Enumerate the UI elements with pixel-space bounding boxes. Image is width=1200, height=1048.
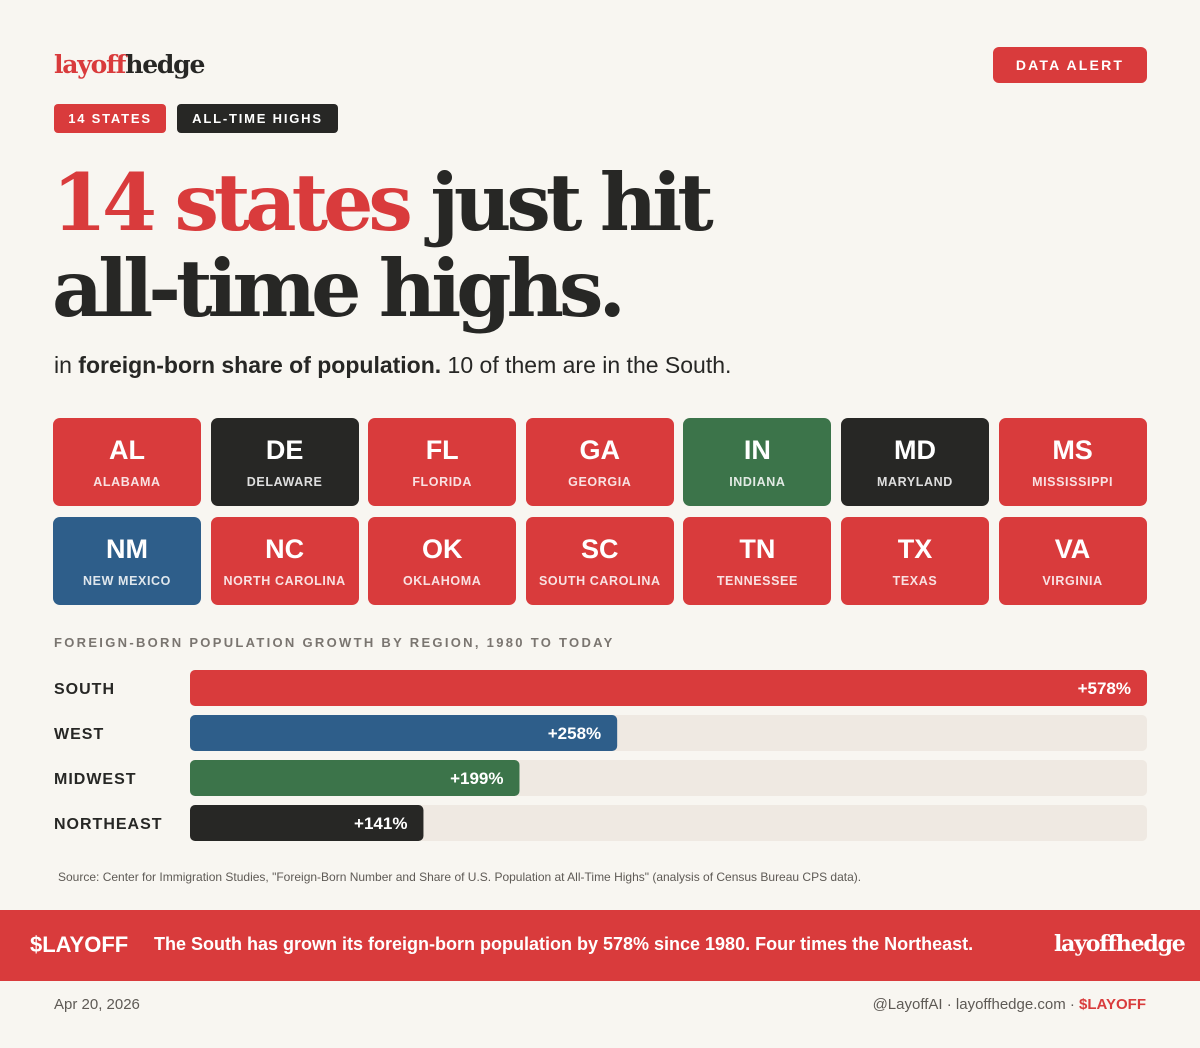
footer-handle: @LayoffAI · layoffhedge.com · (872, 996, 1080, 1013)
banner-logo: layoffhedge (1054, 931, 1186, 957)
state-abbr: NM (106, 534, 148, 564)
state-abbr: MD (893, 435, 936, 465)
state-name: ALABAMA (93, 475, 161, 489)
region-growth-bar-chart: SOUTH +578% WEST +258% MIDWEST +199% NORTHEAST… (54, 670, 1147, 841)
footer-links: @LayoffAI · layoffhedge.com · $LAYOFF (873, 996, 1146, 1013)
state-abbr: DE (265, 435, 304, 465)
bar-value-label-northeast: +141% (354, 814, 407, 833)
state-tile-tn: TN TENNESSEE (683, 517, 832, 605)
state-tile-in: IN INDIANA (683, 418, 832, 506)
tag-states-count: 14 STATES (54, 104, 166, 133)
state-tile-nm: NM NEW MEXICO (53, 517, 201, 605)
bar-west (190, 715, 618, 751)
state-tile-fl: FL FLORIDA (368, 418, 517, 506)
bar-northeast (190, 805, 424, 841)
state-abbr: MS (1052, 435, 1093, 465)
state-name: TENNESSEE (716, 574, 798, 588)
state-tile-ms: MS MISSISSIPPI (998, 418, 1147, 506)
state-abbr: GA (579, 435, 621, 465)
bar-value-label-west: +258% (548, 724, 601, 743)
state-tile-ok: OK OKLAHOMA (368, 517, 517, 605)
state-name: NEW MEXICO (83, 574, 171, 588)
state-abbr: VA (1054, 534, 1091, 564)
state-abbr: IN (743, 435, 771, 465)
summary-banner: $LAYOFF The South has grown its foreign-… (0, 910, 1200, 981)
banner-message: The South has grown its foreign-born pop… (154, 934, 974, 954)
state-tile-tx: TX TEXAS (840, 517, 989, 605)
brand-logo: layoffhedge (54, 50, 205, 79)
state-name: GEORGIA (568, 475, 632, 489)
state-abbr: OK (421, 534, 463, 564)
state-name: DELAWARE (246, 475, 323, 489)
state-abbr: NC (265, 534, 305, 564)
state-tile-al: AL ALABAMA (53, 418, 201, 506)
state-abbr: TN (739, 534, 776, 564)
state-name: MARYLAND (877, 475, 953, 489)
bar-value-label-midwest: +199% (450, 769, 503, 788)
state-name: SOUTH CAROLINA (538, 574, 661, 588)
subheadline: in foreign-born share of population. 10 … (54, 352, 732, 378)
state-tile-nc: NC NORTH CAROLINA (210, 517, 359, 605)
state-name: VIRGINIA (1042, 574, 1103, 588)
bar-midwest (190, 760, 520, 796)
category-label-west: WEST (54, 726, 104, 743)
state-tile-de: DE DELAWARE (210, 418, 359, 506)
bar-track-northeast (190, 805, 1147, 841)
tag-all-time-highs: ALL-TIME HIGHS (177, 104, 338, 133)
state-tile-sc: SC SOUTH CAROLINA (525, 517, 674, 605)
state-tile-va: VA VIRGINIA (998, 517, 1147, 605)
state-name: NORTH CAROLINA (223, 574, 346, 588)
state-abbr: TX (897, 534, 933, 564)
data-alert-badge: DATA ALERT (993, 47, 1147, 83)
state-name: INDIANA (729, 475, 786, 489)
state-abbr: FL (425, 435, 459, 465)
bar-south (190, 670, 1147, 706)
headline: 14 states just hit all-time highs. (52, 156, 714, 335)
state-name: TEXAS (892, 574, 938, 588)
state-tile-ga: GA GEORGIA (525, 418, 674, 506)
banner-ticker: $LAYOFF (30, 932, 129, 957)
state-name: OKLAHOMA (402, 574, 482, 588)
publish-date: Apr 20, 2026 (54, 996, 140, 1013)
state-abbr: AL (109, 435, 145, 465)
category-label-midwest: MIDWEST (54, 771, 137, 788)
state-abbr: SC (581, 534, 619, 564)
chart-title: FOREIGN-BORN POPULATION GROWTH BY REGION… (54, 635, 615, 650)
source-note: Source: Center for Immigration Studies, … (58, 870, 862, 884)
category-label-south: SOUTH (54, 681, 115, 698)
category-label-northeast: NORTHEAST (54, 816, 163, 833)
state-name: MISSISSIPPI (1032, 475, 1114, 489)
bar-value-label-south: +578% (1078, 679, 1131, 698)
state-grid: AL ALABAMA DE DELAWARE FL FLORIDA GA GEORGIA IN I… (53, 418, 1147, 605)
state-name: FLORIDA (412, 475, 473, 489)
footer-ticker: $LAYOFF (1079, 996, 1146, 1013)
state-tile-md: MD MARYLAND (840, 418, 989, 506)
